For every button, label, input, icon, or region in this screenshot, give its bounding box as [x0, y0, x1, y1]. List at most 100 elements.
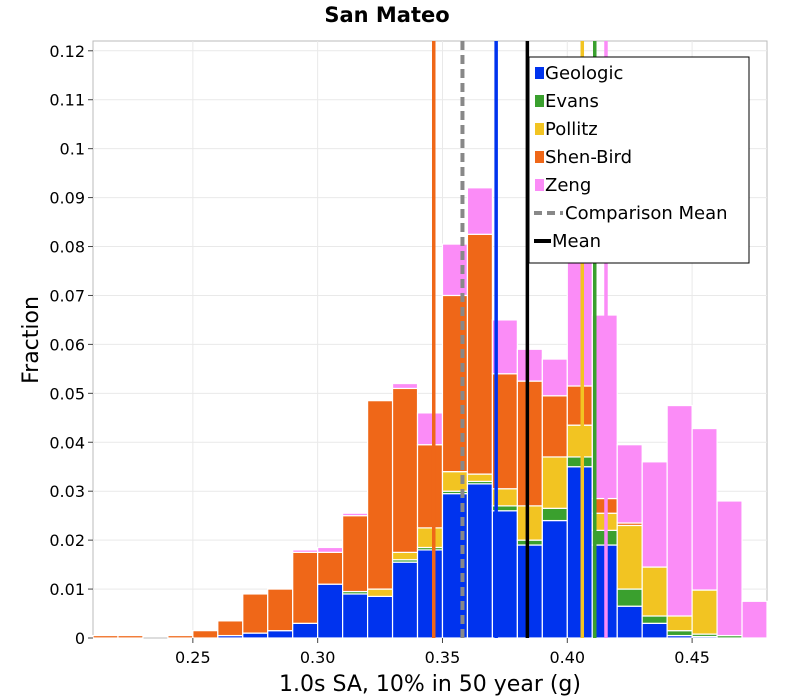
bar-pollitz-13	[416, 527, 444, 549]
bar-shen-bird-12	[391, 387, 419, 553]
y-tick-label-9: 0.09	[49, 189, 85, 208]
x-tick-label-3: 0.40	[549, 648, 585, 667]
bar-zeng-15	[466, 187, 494, 235]
bar-geologic-15	[466, 483, 494, 639]
y-tick-label-5: 0.05	[49, 384, 85, 403]
bar-shen-bird-9	[317, 551, 344, 585]
bar-evans-21	[616, 588, 643, 607]
bar-shen-bird-5	[217, 620, 244, 637]
legend-swatch-evans	[535, 95, 544, 107]
bar-zeng-17	[516, 348, 543, 382]
bar-shen-bird-3	[167, 634, 194, 639]
bar-geologic-22	[641, 622, 668, 639]
x-axis-ticks: 0.25 0.30 0.35 0.40 0.45	[175, 638, 710, 667]
y-tick-label-12: 0.12	[49, 42, 85, 61]
bar-evans-22	[641, 615, 668, 624]
bar-zeng-22	[641, 461, 668, 568]
bar-geologic-6	[242, 632, 269, 639]
y-tick-label-10: 0.1	[60, 140, 85, 159]
y-tick-label-6: 0.06	[49, 335, 85, 354]
legend-label-shen-bird: Shen-Bird	[545, 147, 632, 168]
bar-geologic-8	[292, 622, 319, 639]
bar-zeng-23	[666, 404, 693, 617]
bar-pollitz-24	[691, 589, 718, 635]
bar-shen-bird-4	[192, 630, 219, 639]
y-tick-label-4: 0.04	[49, 433, 85, 452]
y-tick-label-3: 0.03	[49, 482, 85, 501]
bar-pollitz-17	[516, 505, 543, 541]
bar-shen-bird-1	[117, 634, 144, 639]
y-tick-label-7: 0.07	[49, 286, 85, 305]
bar-evans-18	[541, 507, 568, 522]
bar-pollitz-19	[566, 424, 593, 458]
bar-shen-bird-17	[516, 380, 543, 507]
legend-swatch-zeng	[535, 179, 544, 191]
bar-pollitz-11	[366, 588, 394, 598]
bar-evans-19	[566, 456, 593, 468]
x-axis-label: 1.0s SA, 10% in 50 year (g)	[279, 672, 581, 697]
x-tick-label-1: 0.30	[300, 648, 336, 667]
bar-shen-bird-8	[292, 551, 319, 624]
bar-zeng-21	[616, 444, 643, 524]
legend: Geologic Evans Pollitz Shen-Bird Zeng Compari…	[528, 56, 750, 264]
bar-geologic-12	[391, 561, 419, 639]
bar-geologic-7	[267, 630, 294, 639]
bar-evans-23	[666, 630, 693, 637]
y-tick-label-11: 0.11	[49, 91, 85, 110]
bar-geologic-9	[317, 583, 344, 639]
y-axis-ticks: 0 0.01 0.02 0.03 0.04 0.05 0.06 0.07 0.08 0.09 0.1…	[49, 42, 93, 648]
x-tick-label-4: 0.45	[674, 648, 710, 667]
legend-label-evans: Evans	[545, 91, 599, 112]
bar-zeng-9	[317, 546, 344, 553]
y-axis-label: Fraction	[19, 296, 44, 384]
bar-geologic-17	[516, 544, 543, 639]
bar-shen-bird-0	[92, 634, 119, 639]
bar-pollitz-18	[541, 456, 568, 509]
bar-shen-bird-11	[366, 400, 394, 590]
bar-zeng-10	[342, 512, 369, 517]
bar-pollitz-21	[616, 524, 643, 590]
bar-shen-bird-15	[466, 233, 494, 475]
legend-swatch-pollitz	[535, 123, 544, 135]
legend-label-mean: Mean	[552, 231, 601, 252]
bar-geologic-13	[416, 549, 444, 639]
bar-geologic-11	[366, 595, 394, 639]
bar-pollitz-22	[641, 566, 668, 617]
bar-shen-bird-18	[541, 395, 568, 458]
bar-evans-17	[516, 539, 543, 546]
bar-pollitz-12	[391, 551, 419, 561]
bar-geologic-18	[541, 519, 568, 639]
bar-shen-bird-13	[416, 444, 444, 529]
bar-shen-bird-7	[267, 588, 294, 632]
y-tick-label-0: 0	[75, 629, 85, 648]
chart-title: San Mateo	[324, 3, 449, 27]
bar-geologic-19	[566, 466, 593, 639]
legend-label-pollitz: Pollitz	[545, 119, 598, 140]
bar-shen-bird-6	[242, 593, 269, 634]
bar-pollitz-15	[466, 473, 494, 483]
legend-swatch-shen-bird	[535, 151, 544, 163]
bar-zeng-18	[541, 358, 568, 397]
legend-label-zeng: Zeng	[545, 175, 591, 196]
y-tick-label-2: 0.02	[49, 531, 85, 550]
legend-box	[528, 56, 750, 264]
legend-swatch-geologic	[535, 67, 544, 79]
x-tick-label-2: 0.35	[425, 648, 461, 667]
bar-zeng-26	[741, 600, 768, 639]
bar-geologic-10	[342, 593, 369, 639]
y-tick-label-8: 0.08	[49, 238, 85, 257]
bar-zeng-8	[292, 549, 319, 553]
bar-pollitz-23	[666, 615, 693, 632]
bar-zeng-25	[716, 500, 743, 637]
bar-geologic-21	[616, 605, 643, 639]
bar-zeng-12	[391, 382, 419, 390]
bar-zeng-24	[691, 427, 718, 591]
x-tick-label-0: 0.25	[175, 648, 211, 667]
bar-zeng-13	[416, 412, 444, 446]
y-tick-label-1: 0.01	[49, 580, 85, 599]
bar-shen-bird-10	[342, 515, 369, 593]
legend-label-geologic: Geologic	[545, 63, 623, 84]
bar-shen-bird-19	[566, 385, 593, 426]
legend-label-comparison-mean: Comparison Mean	[565, 203, 728, 224]
